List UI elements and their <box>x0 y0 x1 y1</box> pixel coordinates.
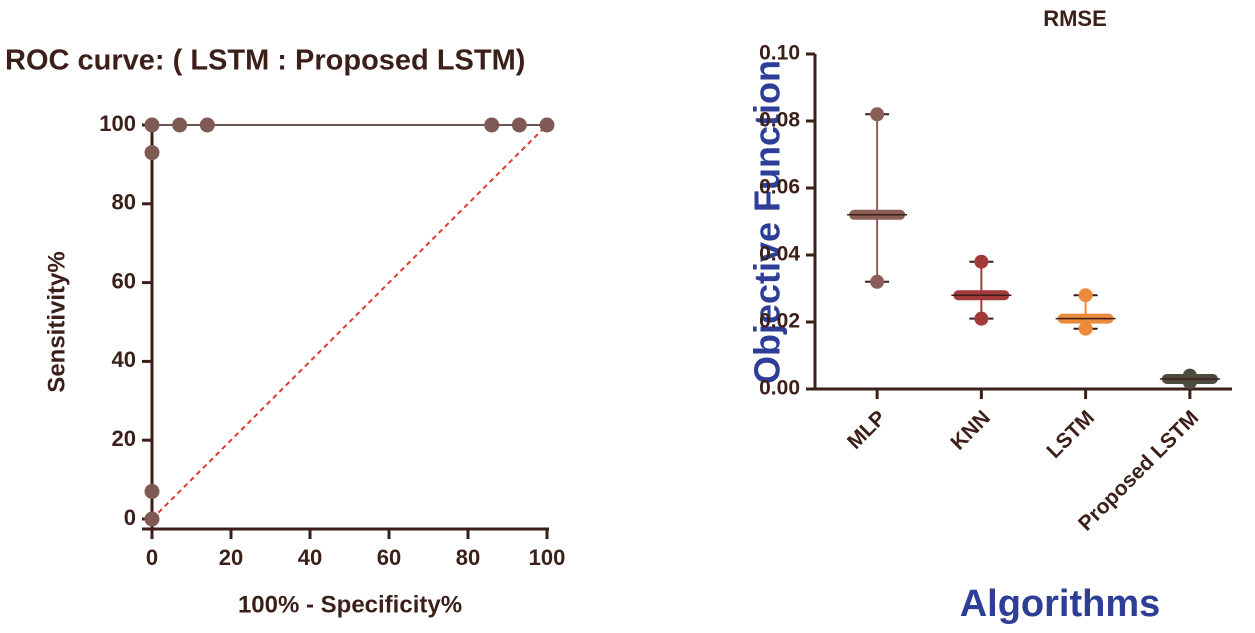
x-tick-label: 80 <box>456 545 480 570</box>
y-tick-label: 80 <box>112 190 136 215</box>
rmse-title: RMSE <box>1043 6 1107 31</box>
y-tick-label: 40 <box>112 347 136 372</box>
max-marker <box>870 107 885 122</box>
roc-point <box>172 117 188 133</box>
y-tick-label: 20 <box>112 426 136 451</box>
y-tick-label: 0 <box>124 505 136 530</box>
roc-point <box>511 117 527 133</box>
y-tick-label: 0.10 <box>759 42 800 65</box>
x-tick-label: 40 <box>298 545 322 570</box>
y-tick-label: 0.06 <box>759 176 800 199</box>
min-marker <box>870 274 885 289</box>
y-tick-label: 100 <box>99 111 136 136</box>
roc-point <box>539 117 555 133</box>
x-tick-label: KNN <box>946 406 994 454</box>
x-tick-label: 60 <box>377 545 401 570</box>
roc-point <box>144 145 160 161</box>
rmse-x-label: Algorithms <box>960 583 1161 625</box>
x-tick-label: 100 <box>529 545 566 570</box>
rmse-y-label: Objective Function <box>747 60 788 384</box>
y-tick-label: 60 <box>112 268 136 293</box>
x-tick-label: MLP <box>843 406 891 454</box>
y-tick-label: 0.04 <box>759 243 800 266</box>
reference-line <box>151 124 548 520</box>
y-tick-label: 0.00 <box>759 377 800 400</box>
x-tick-label: LSTM <box>1042 406 1099 463</box>
roc-point <box>199 117 215 133</box>
x-tick-label: 20 <box>219 545 243 570</box>
roc-point <box>144 117 160 133</box>
y-tick-label: 0.08 <box>759 109 800 132</box>
roc-point <box>144 511 160 527</box>
roc-y-label: Sensitivity% <box>43 251 70 392</box>
roc-point <box>484 117 500 133</box>
roc-title: ROC curve: ( LSTM : Proposed LSTM) <box>5 45 525 77</box>
min-marker <box>1078 321 1093 336</box>
x-tick-label: 0 <box>146 545 158 570</box>
y-tick-label: 0.02 <box>759 310 800 333</box>
min-marker <box>974 311 989 326</box>
roc-point <box>144 483 160 499</box>
max-marker <box>974 254 989 269</box>
roc-x-label: 100% - Specificity% <box>238 591 462 618</box>
max-marker <box>1078 288 1093 303</box>
